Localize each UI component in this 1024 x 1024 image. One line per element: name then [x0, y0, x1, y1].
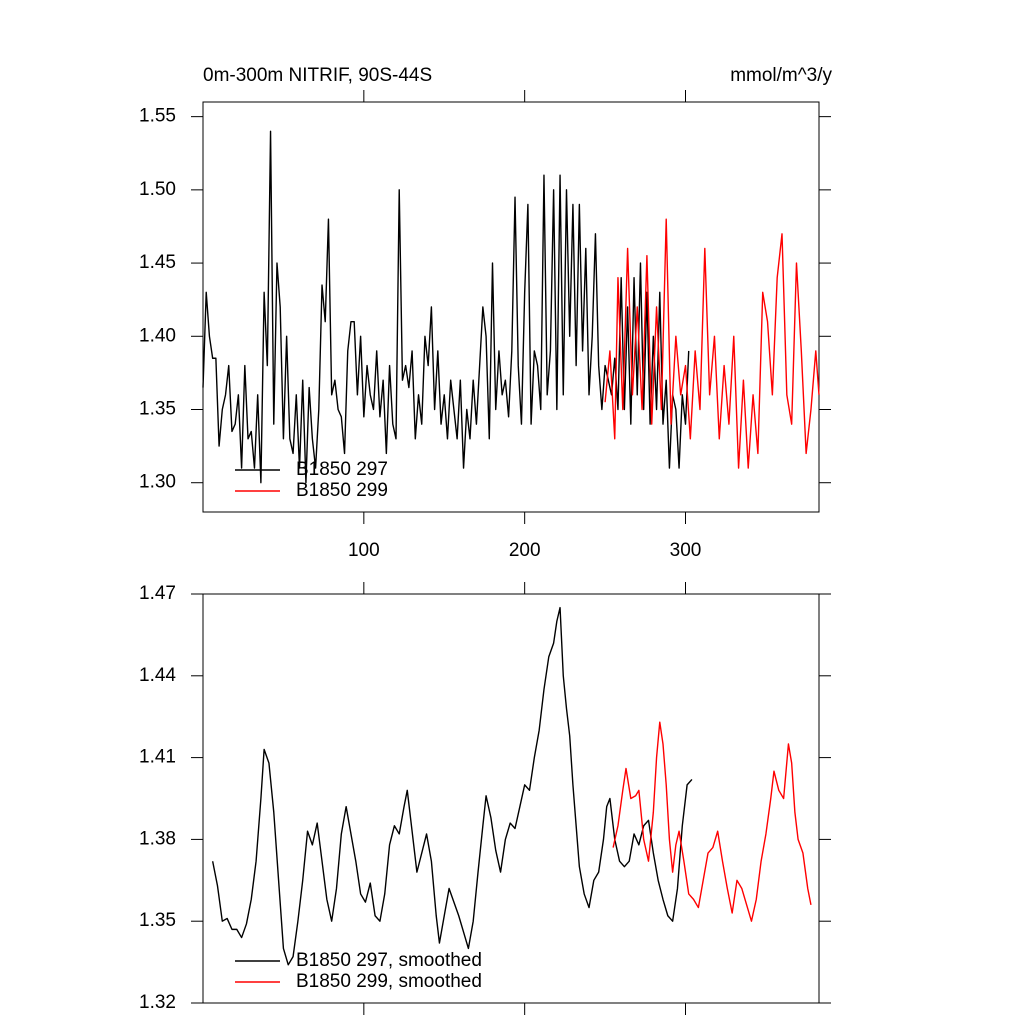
- plot-frame: [202, 101, 820, 513]
- y-tick-label: 1.41: [139, 747, 176, 768]
- y-tick-label: 1.44: [139, 665, 176, 686]
- series-line: [612, 721, 812, 922]
- y-tick-label: 1.45: [139, 252, 176, 273]
- units-label: mmol/m^3/y: [730, 65, 832, 86]
- series-line: [604, 218, 820, 469]
- legend-label: B1850 299, smoothed: [296, 971, 482, 992]
- legend-label: B1850 297, smoothed: [296, 950, 482, 971]
- chart-title: 0m-300m NITRIF, 90S-44S: [203, 65, 432, 86]
- series-line: [211, 606, 693, 966]
- x-tick-label: 300: [670, 540, 702, 561]
- series-line: [202, 130, 690, 484]
- y-tick-label: 1.35: [139, 910, 176, 931]
- plot-frame: [202, 593, 820, 1004]
- y-tick-label: 1.32: [139, 992, 176, 1013]
- legend-label: B1850 299: [296, 480, 388, 501]
- y-tick-label: 1.47: [139, 583, 176, 604]
- y-tick-label: 1.35: [139, 399, 176, 420]
- y-tick-label: 1.50: [139, 179, 176, 200]
- y-tick-label: 1.38: [139, 828, 176, 849]
- x-tick-label: 100: [348, 540, 380, 561]
- legend-label: B1850 297: [296, 459, 388, 480]
- y-tick-label: 1.40: [139, 325, 176, 346]
- y-tick-label: 1.55: [139, 106, 176, 127]
- x-tick-label: 200: [509, 540, 541, 561]
- y-tick-label: 1.30: [139, 472, 176, 493]
